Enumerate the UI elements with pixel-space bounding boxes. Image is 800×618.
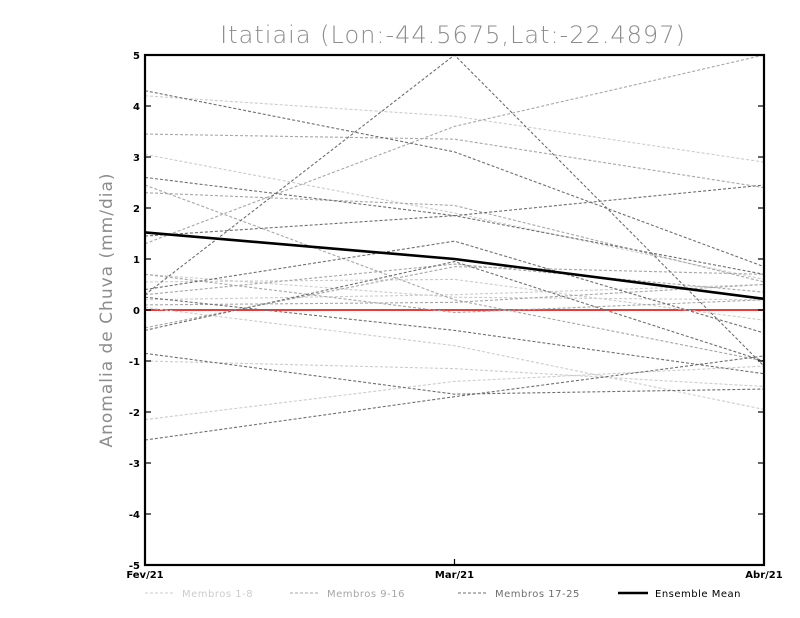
member-line-m16: [145, 273, 764, 314]
member-line-m11: [145, 55, 764, 245]
member-line-m2: [145, 153, 764, 280]
y-tick-label: -3: [129, 459, 140, 470]
y-tick-label: 0: [133, 306, 140, 317]
plot-area: [145, 55, 764, 441]
member-line-m25: [145, 55, 764, 367]
y-tick-label: -2: [129, 408, 140, 419]
member-line-m1: [145, 95, 764, 163]
y-tick-label: 1: [133, 255, 140, 266]
y-tick-label: -4: [129, 510, 140, 521]
member-line-m22: [145, 296, 764, 375]
chart-title: Itatiaia (Lon:-44.5675,Lat:-22.4897): [220, 21, 686, 49]
member-line-m12: [145, 263, 764, 296]
x-tick-label: Fev/21: [126, 570, 163, 581]
legend-label: Membros 1-8: [182, 589, 253, 600]
member-line-m9: [145, 133, 764, 189]
y-tick-label: -5: [129, 561, 140, 572]
member-line-m14: [145, 184, 764, 362]
y-tick-label: 4: [133, 102, 140, 113]
member-line-m13: [145, 283, 764, 306]
member-line-m21: [145, 260, 764, 362]
member-line-m19: [145, 184, 764, 237]
member-line-m7: [145, 306, 764, 410]
legend: Membros 1-8 Membros 9-16 Membros 17-25 Ense…: [145, 589, 741, 600]
axes: -5 -4 -3 -2 -1 0 1 2 3 4 5 Fev/21 Mar/21 Abr/21: [126, 51, 782, 581]
member-line-m23: [145, 352, 764, 395]
y-tick-label: 2: [133, 204, 140, 215]
member-line-m3: [145, 273, 764, 301]
legend-label: Membros 9-16: [327, 589, 405, 600]
member-line-m24: [145, 355, 764, 441]
member-line-m5: [145, 360, 764, 388]
y-tick-label: 5: [133, 51, 140, 62]
member-line-m17: [145, 90, 764, 268]
member-line-m6: [145, 365, 764, 421]
y-tick-label: -1: [129, 357, 140, 368]
member-line-m10: [145, 192, 764, 283]
y-tick-label: 3: [133, 153, 140, 164]
x-tick-label: Mar/21: [435, 570, 474, 581]
legend-label: Membros 17-25: [495, 589, 580, 600]
member-line-m8: [145, 278, 764, 321]
member-line-m4: [145, 283, 764, 301]
y-axis-label: Anomalia de Chuva (mm/dia): [97, 172, 117, 447]
ensemble-mean-line: [145, 231, 764, 301]
legend-label: Ensemble Mean: [655, 589, 741, 600]
x-tick-label: Abr/21: [745, 570, 782, 581]
